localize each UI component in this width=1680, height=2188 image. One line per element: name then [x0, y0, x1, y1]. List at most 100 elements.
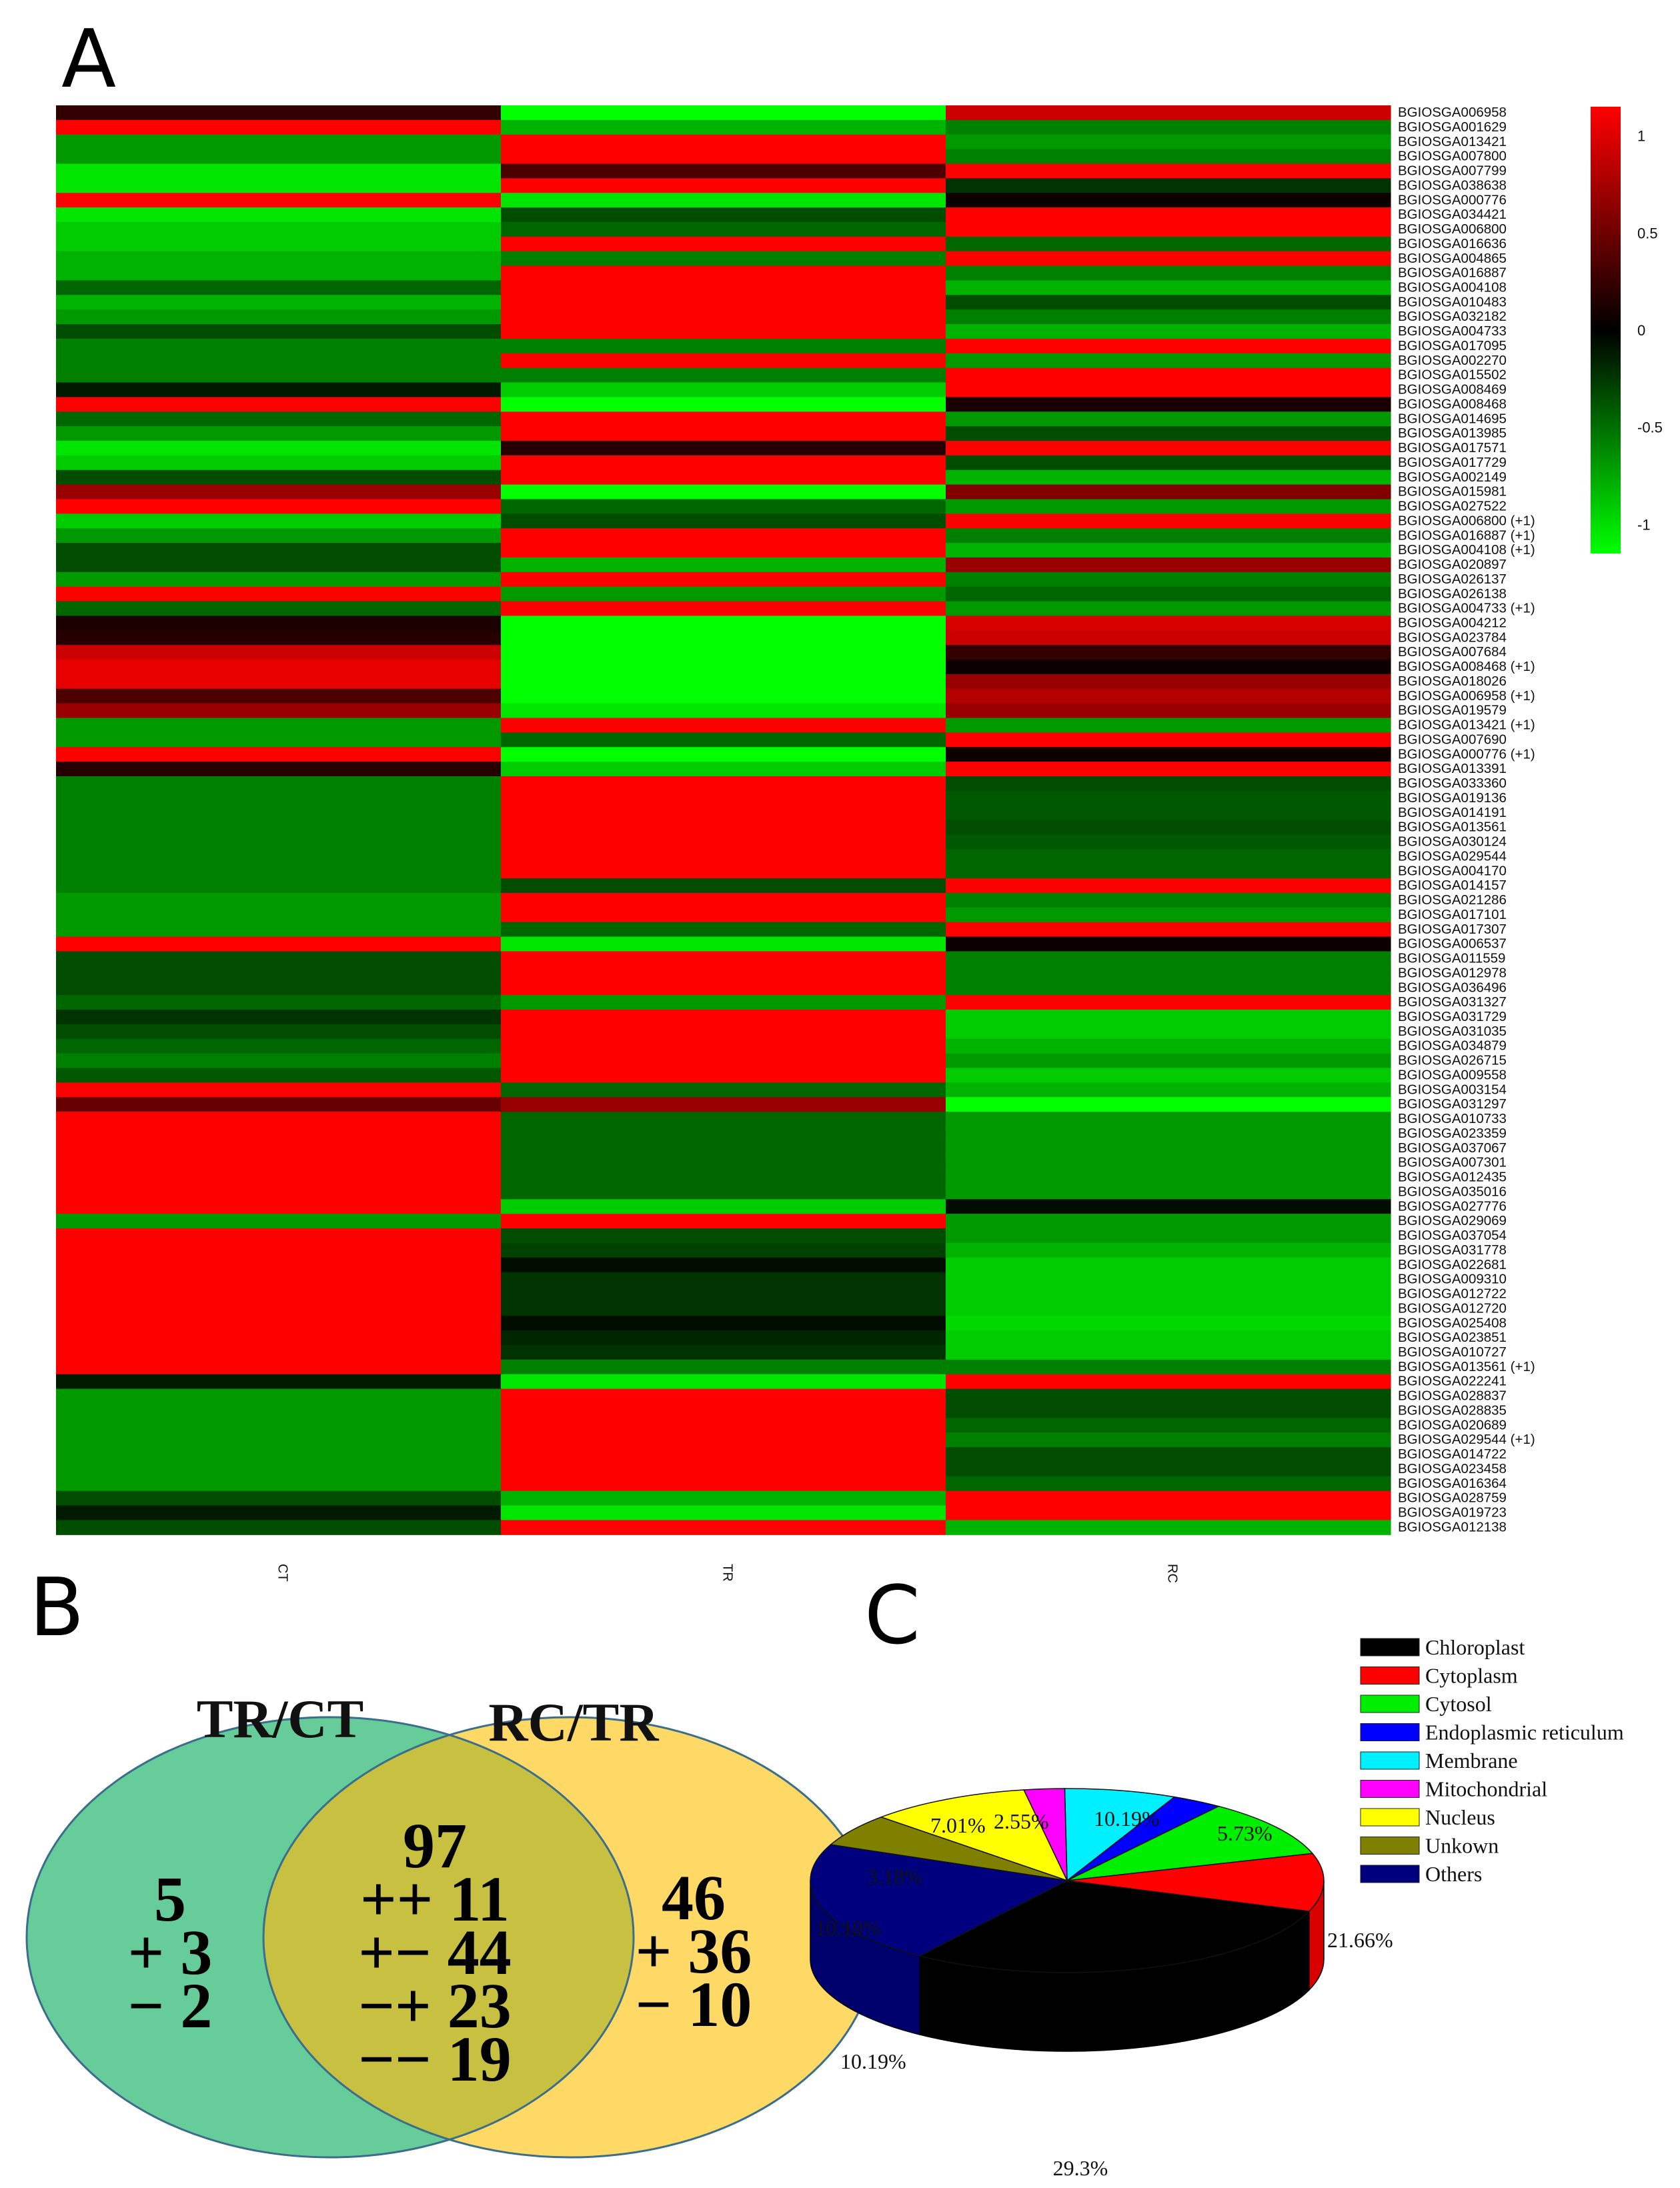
panel-label-b: B — [29, 1562, 84, 1655]
heatmap-cell — [56, 324, 502, 339]
heatmap-cell — [501, 119, 946, 135]
legend-swatch — [1360, 1751, 1420, 1770]
pie-slice-label: 3.18% — [867, 1865, 922, 1889]
heatmap-cell — [946, 105, 1391, 121]
heatmap-cell — [946, 528, 1391, 543]
heatmap-cell — [56, 469, 502, 485]
heatmap-cell — [501, 1242, 946, 1258]
gene-label: BGIOSGA012978 — [1398, 965, 1507, 980]
gene-label: BGIOSGA004108 (+1) — [1398, 542, 1535, 558]
heatmap-cell — [946, 864, 1391, 879]
heatmap-cell — [501, 382, 946, 397]
heatmap-cell — [56, 1112, 502, 1127]
gene-label: BGIOSGA008468 — [1398, 396, 1507, 411]
heatmap-cell — [946, 557, 1391, 573]
venn-count: −+ 23 — [358, 1970, 511, 2041]
gene-label: BGIOSGA032182 — [1398, 309, 1507, 324]
heatmap-cell — [501, 586, 946, 602]
heatmap-cell — [946, 353, 1391, 369]
gene-label: BGIOSGA037067 — [1398, 1140, 1507, 1156]
heatmap-cell — [501, 1359, 946, 1375]
heatmap-cell — [946, 805, 1391, 821]
heatmap-cell — [946, 1228, 1391, 1244]
gene-label: BGIOSGA007301 — [1398, 1155, 1507, 1170]
panel-label-a: A — [61, 13, 116, 106]
heatmap-cell — [946, 936, 1391, 952]
heatmap-cell — [56, 1228, 502, 1244]
heatmap-cell — [946, 849, 1391, 864]
heatmap-cell — [946, 1330, 1391, 1346]
heatmap-cell — [501, 338, 946, 354]
heatmap-cell — [56, 1505, 502, 1520]
heatmap-cell — [946, 280, 1391, 295]
heatmap-cell — [946, 732, 1391, 748]
heatmap-cell — [56, 1024, 502, 1040]
legend-swatch — [1360, 1837, 1420, 1855]
heatmap-cell — [946, 1374, 1391, 1390]
heatmap-cell — [946, 1359, 1391, 1375]
gene-label: BGIOSGA007684 — [1398, 644, 1507, 660]
heatmap-cell — [56, 1432, 502, 1448]
gene-label: BGIOSGA021286 — [1398, 892, 1507, 908]
heatmap-cell — [501, 1490, 946, 1506]
gene-label: BGIOSGA012722 — [1398, 1286, 1507, 1302]
heatmap-cell — [56, 805, 502, 821]
heatmap-cell — [946, 295, 1391, 310]
heatmap-cell — [56, 1388, 502, 1404]
heatmap-cell — [501, 1476, 946, 1492]
column-label: CT — [275, 1564, 290, 1582]
heatmap-cell — [56, 586, 502, 602]
heatmap-cell — [56, 1272, 502, 1288]
heatmap-cell — [56, 397, 502, 412]
heatmap-cell — [501, 1082, 946, 1098]
heatmap-cell — [946, 878, 1391, 894]
heatmap-cell — [56, 1140, 502, 1156]
gene-label: BGIOSGA006800 (+1) — [1398, 513, 1535, 528]
heatmap-cell — [56, 1359, 502, 1375]
heatmap-cell — [56, 747, 502, 762]
heatmap-cell — [501, 805, 946, 821]
gene-label: BGIOSGA012138 — [1398, 1519, 1507, 1534]
gene-label: BGIOSGA001629 — [1398, 119, 1507, 135]
gene-label: BGIOSGA020897 — [1398, 557, 1507, 572]
gene-label: BGIOSGA036496 — [1398, 980, 1507, 995]
heatmap-cell — [501, 630, 946, 646]
heatmap-cell — [56, 105, 502, 121]
colorbar-tick-label: 0 — [1637, 322, 1645, 339]
legend-swatch — [1360, 1780, 1420, 1798]
heatmap-cell — [56, 1242, 502, 1258]
gene-label: BGIOSGA000776 — [1398, 192, 1507, 207]
pie-slice-label: 10.19% — [1094, 1807, 1160, 1831]
heatmap-cell — [946, 1418, 1391, 1433]
gene-label: BGIOSGA002149 — [1398, 469, 1507, 485]
heatmap-cell — [56, 1330, 502, 1346]
colorbar-tick-label: 0.5 — [1637, 225, 1658, 241]
venn-count: − 2 — [128, 1970, 213, 2041]
heatmap-cell — [501, 134, 946, 150]
heatmap-cell — [946, 1257, 1391, 1273]
gene-label: BGIOSGA011559 — [1398, 951, 1505, 966]
heatmap-cell — [946, 688, 1391, 704]
heatmap-cell — [501, 645, 946, 660]
heatmap-cell — [56, 616, 502, 631]
heatmap-cell — [501, 1228, 946, 1244]
heatmap-cell — [56, 834, 502, 850]
colorbar: 1 0.5 0 -0.5 -1 — [1591, 107, 1663, 554]
heatmap-cell — [501, 1155, 946, 1171]
heatmap-cell — [501, 1520, 946, 1535]
heatmap-cell — [501, 864, 946, 879]
heatmap-cell — [56, 149, 502, 165]
gene-label: BGIOSGA029069 — [1398, 1213, 1507, 1228]
gene-label: BGIOSGA009310 — [1398, 1272, 1507, 1287]
colorbar-tick-label: -0.5 — [1637, 419, 1663, 436]
heatmap-cell — [946, 951, 1391, 966]
heatmap-cell — [56, 411, 502, 427]
heatmap-cell — [946, 1038, 1391, 1054]
heatmap-cell — [501, 951, 946, 966]
legend-swatch — [1360, 1695, 1420, 1713]
heatmap-cell — [501, 966, 946, 981]
heatmap-cell — [501, 163, 946, 179]
heatmap-cell — [56, 1301, 502, 1316]
heatmap-cell — [501, 149, 946, 165]
heatmap-cell — [946, 820, 1391, 836]
